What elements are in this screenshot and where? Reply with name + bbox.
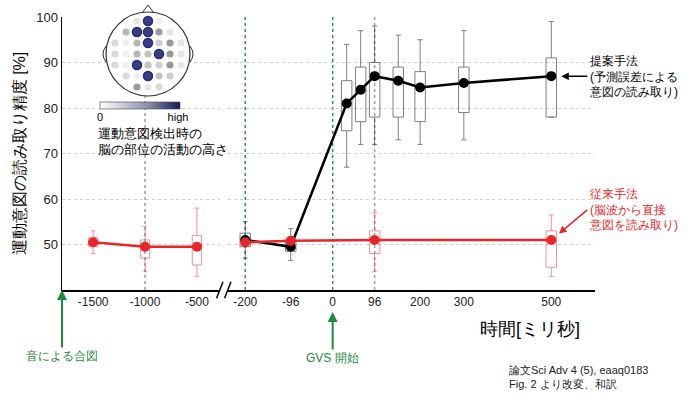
svg-text:-200: -200 [233, 295, 257, 309]
svg-text:提案手法(予測誤差による意図の読み取り): 提案手法(予測誤差による意図の読み取り) [589, 54, 678, 99]
svg-text:従来手法(脳波から直接意図を読み取り): 従来手法(脳波から直接意図を読み取り) [589, 187, 678, 232]
svg-text:運動意図検出時の: 運動意図検出時の [98, 126, 202, 141]
svg-text:90: 90 [43, 55, 57, 70]
svg-text:-1000: -1000 [130, 295, 161, 309]
svg-text:50: 50 [43, 237, 57, 252]
svg-text:音による合図: 音による合図 [26, 349, 98, 363]
svg-text:運動意図の読み取り精度 [%]: 運動意図の読み取り精度 [%] [11, 52, 28, 256]
svg-text:300: 300 [454, 295, 474, 309]
svg-text:96: 96 [368, 295, 382, 309]
svg-text:-500: -500 [185, 295, 209, 309]
svg-text:500: 500 [541, 295, 561, 309]
svg-text:0: 0 [97, 111, 103, 123]
svg-text:0: 0 [329, 295, 336, 309]
svg-text:GVS 開始: GVS 開始 [306, 351, 359, 365]
svg-text:60: 60 [43, 192, 57, 207]
svg-text:-96: -96 [282, 295, 300, 309]
svg-text:high: high [168, 111, 189, 123]
svg-text:-1500: -1500 [78, 295, 109, 309]
svg-text:時間[ミリ秒]: 時間[ミリ秒] [480, 319, 580, 339]
svg-text:論文Sci Adv 4 (5), eaaq0183Fig.: 論文Sci Adv 4 (5), eaaq0183Fig. 2 より改変、和訳 [509, 364, 648, 390]
svg-text:脳の部位の活動の高さ: 脳の部位の活動の高さ [98, 142, 228, 157]
svg-text:200: 200 [410, 295, 430, 309]
svg-text:70: 70 [43, 146, 57, 161]
svg-text:100: 100 [36, 10, 58, 25]
svg-text:80: 80 [43, 101, 57, 116]
